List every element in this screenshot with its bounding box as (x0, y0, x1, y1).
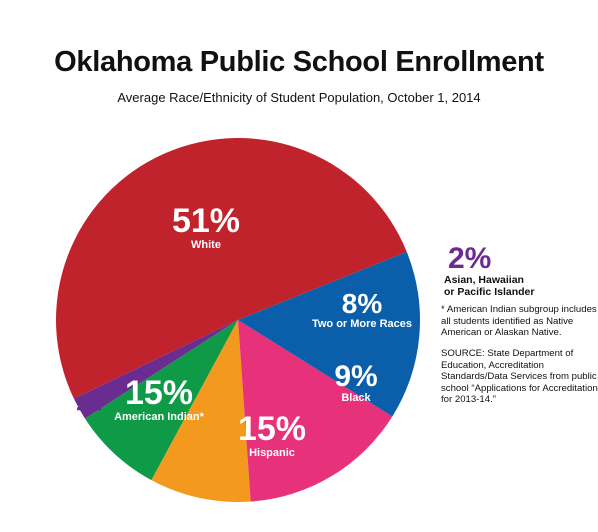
footnote: * American Indian subgroup includes all … (441, 304, 597, 338)
slice-value-white: 51% (172, 202, 240, 240)
slice-value-american-indian: 15% (125, 374, 193, 412)
slice-label-asian-hawaiian-or-pacific-islander-line-2: or Pacific Islander (444, 286, 534, 298)
slice-value-two-or-more-races: 8% (342, 288, 383, 319)
slice-value-black: 9% (334, 360, 377, 393)
source-note: SOURCE: State Department of Education, A… (441, 348, 598, 405)
slice-label-american-indian: American Indian* (114, 411, 205, 423)
pie-slice-hispanic (238, 320, 393, 502)
slice-label-two-or-more-races: Two or More Races (312, 318, 412, 330)
pie-slice-american-indian (238, 251, 421, 417)
slice-label-white: White (191, 239, 221, 251)
pie-slice-two-or-more-races (85, 320, 239, 481)
slice-value-asian-hawaiian-or-pacific-islander: 2% (448, 242, 491, 275)
slice-label-hispanic: Hispanic (249, 447, 295, 459)
pie-slice-white (56, 137, 407, 399)
chart-title: Oklahoma Public School Enrollment (54, 46, 544, 78)
slice-label-asian-hawaiian-or-pacific-islander-line-1: Asian, Hawaiian (444, 274, 524, 286)
slice-label-black: Black (341, 392, 371, 404)
pie-slice-asian-hawaiian-or-pacific-islander (73, 320, 239, 419)
chart-subtitle: Average Race/Ethnicity of Student Popula… (117, 90, 481, 105)
pie-slice-black (151, 320, 251, 503)
slice-value-hispanic: 15% (238, 410, 306, 448)
